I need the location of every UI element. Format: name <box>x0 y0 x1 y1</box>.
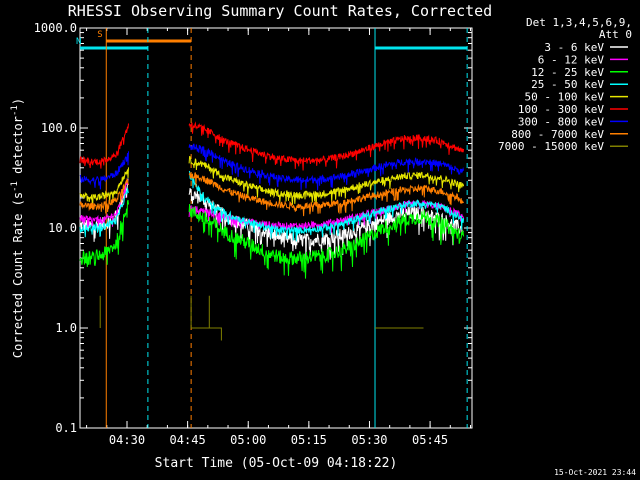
legend-entry-label: 25 - 50 keV <box>531 78 604 91</box>
y-axis-label: Corrected Count Rate (s-1 detector-1) <box>10 98 25 358</box>
series-group <box>79 170 465 242</box>
flag-label: S <box>97 30 102 40</box>
series-line <box>188 143 465 191</box>
legend-entry-label: 100 - 300 keV <box>518 103 604 116</box>
series-group <box>99 295 424 341</box>
series-group <box>79 199 465 279</box>
legend-entry-label: 12 - 25 keV <box>531 66 604 79</box>
x-tick-label: 05:15 <box>291 433 327 447</box>
legend-entry-label: 50 - 100 keV <box>525 91 605 104</box>
y-axis-label-exp2: -1 <box>10 105 20 116</box>
y-axis-label-end: ) <box>11 98 25 105</box>
y-axis-label-main: Corrected Count Rate (s <box>11 192 25 358</box>
legend-entry-label: 6 - 12 keV <box>538 53 605 66</box>
series-group <box>79 143 465 191</box>
legend-header-attenuator: Att 0 <box>599 28 632 41</box>
series-line <box>190 295 222 341</box>
y-tick-label: 10.0 <box>48 221 77 235</box>
y-tick-label: 100.0 <box>41 121 77 135</box>
series-line <box>79 167 129 209</box>
series-line <box>188 170 465 242</box>
y-tick-label: 1000.0 <box>34 21 77 35</box>
legend-header-detectors: Det 1,3,4,5,6,9, <box>526 16 632 29</box>
series-line <box>79 151 129 190</box>
series-line <box>79 178 129 214</box>
series-line <box>79 123 129 169</box>
x-tick-label: 05:00 <box>230 433 266 447</box>
x-tick-label: 05:45 <box>412 433 448 447</box>
legend-entry-label: 7000 - 15000 keV <box>498 140 604 153</box>
x-axis-label: Start Time (05-Oct-09 04:18:22) <box>155 456 398 471</box>
series-line <box>188 172 465 217</box>
legend-entry-label: 800 - 7000 keV <box>511 128 604 141</box>
y-tick-label: 0.1 <box>55 421 77 435</box>
series-group <box>79 121 465 171</box>
series-line <box>79 199 129 267</box>
series-layer <box>79 121 465 341</box>
flag-label: N <box>76 37 81 47</box>
series-group <box>79 155 465 209</box>
x-tick-label: 04:45 <box>170 433 206 447</box>
x-axis: 04:30 04:45 05:00 05:15 05:30 05:45 <box>86 28 472 447</box>
series-group <box>79 172 465 217</box>
legend-entry-label: 3 - 6 keV <box>544 41 604 54</box>
y-axis-label-mid: detector <box>11 116 25 181</box>
footer-timestamp: 15-Oct-2021 23:44 <box>554 468 636 477</box>
x-tick-label: 05:30 <box>351 433 387 447</box>
legend-entry-label: 300 - 800 keV <box>518 115 604 128</box>
x-tick-label: 04:30 <box>109 433 145 447</box>
series-line <box>79 188 129 238</box>
y-tick-label: 1.0 <box>55 321 77 335</box>
y-axis: 0.1 1.0 10.0 100.0 1000.0 <box>34 21 472 435</box>
chart-title: RHESSI Observing Summary Count Rates, Co… <box>68 2 492 20</box>
y-axis-label-exp1: -1 <box>10 181 20 192</box>
series-line <box>188 155 465 205</box>
series-line <box>188 203 465 279</box>
series-line <box>188 121 465 171</box>
